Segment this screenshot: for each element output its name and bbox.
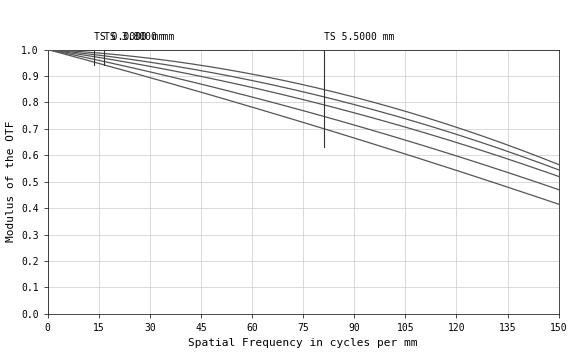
Y-axis label: Modulus of the OTF: Modulus of the OTF — [6, 121, 15, 242]
X-axis label: Spatial Frequency in cycles per mm: Spatial Frequency in cycles per mm — [189, 338, 418, 348]
Text: TS 5.5000 mm: TS 5.5000 mm — [324, 32, 394, 42]
Text: TS 3.8000 mm: TS 3.8000 mm — [104, 32, 174, 42]
Text: TS 0.0000 mm: TS 0.0000 mm — [94, 32, 164, 42]
